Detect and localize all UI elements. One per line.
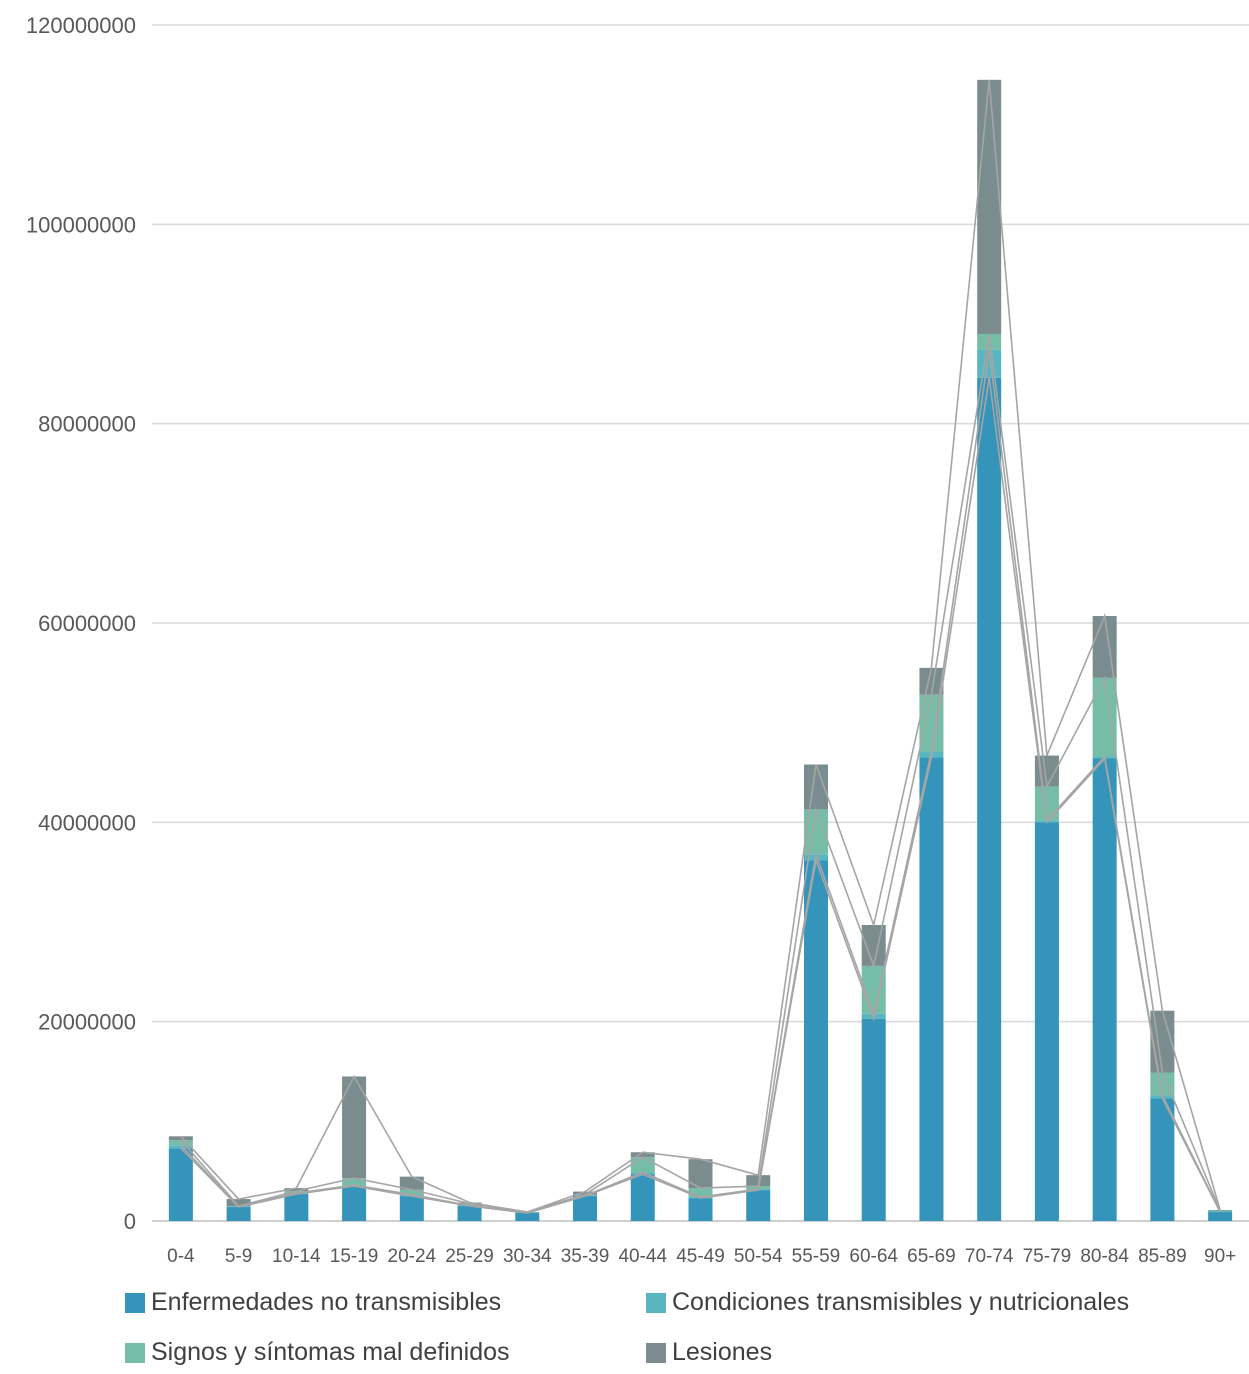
y-tick-label: 0 [124,1209,136,1234]
y-axis: 0 20000000 40000000 60000000 80000000 1000000… [26,13,136,1234]
legend-swatch [125,1342,145,1363]
bars [168,79,1233,1221]
y-tick-label: 100000000 [26,212,136,237]
x-tick-label: 90+ [1204,1246,1236,1267]
bar-segment [168,1145,193,1149]
x-tick-label: 0-4 [167,1246,195,1267]
x-axis: 0-4 5-9 10-14 15-19 20-24 25-29 30-34 35-39 40-4… [167,1246,1236,1267]
x-tick-label: 10-14 [272,1246,321,1267]
legend: Enfermedades no transmisibles Condicione… [0,1280,1249,1374]
bar-segment [168,1148,193,1221]
bar-segment [919,757,944,1221]
bar-segment [226,1199,251,1207]
bar-segment [630,1172,655,1175]
bar-segment [284,1188,309,1192]
bar-segment [515,1213,540,1221]
x-tick-label: 50-54 [734,1246,783,1267]
bar-segment [630,1152,655,1158]
bar-segment [1150,1072,1175,1096]
bar-segment [573,1191,598,1195]
bar-segment [399,1196,424,1221]
bar-segment [688,1198,713,1221]
y-tick-label: 40000000 [38,810,136,835]
bar-segment [168,1136,193,1141]
legend-item: Enfermedades no transmisibles [125,1288,501,1317]
bar-segment [688,1188,713,1198]
bar-segment [746,1190,771,1221]
x-tick-label: 40-44 [618,1246,667,1267]
bar-segment [1092,677,1117,757]
series-line [180,377,1221,1214]
bar-segment [977,377,1002,1221]
x-tick-label: 15-19 [330,1246,379,1267]
bar-segment [457,1203,482,1206]
stacked-bar-chart: 0 20000000 40000000 60000000 80000000 1000000… [26,13,1249,1267]
bar-segment [342,1186,367,1221]
bar-segment [284,1191,309,1194]
y-tick-label: 80000000 [38,412,136,437]
bar-segment [1034,822,1059,1221]
bar-segment [977,79,1002,334]
x-tick-label: 55-59 [792,1246,841,1267]
x-tick-label: 75-79 [1023,1246,1072,1267]
x-tick-label: 30-34 [503,1246,552,1267]
bar-segment [630,1174,655,1221]
bar-segment [226,1207,251,1221]
bar-segment [457,1206,482,1221]
series-line [180,79,1221,1213]
legend-label: Enfermedades no transmisibles [151,1288,502,1316]
legend-swatch [125,1292,145,1313]
bar-segment [399,1189,424,1195]
legend-label: Condiciones transmisibles y nutricionale… [672,1288,1130,1316]
bar-segment [168,1140,193,1146]
bar-segment [803,860,828,1221]
x-tick-label: 70-74 [965,1246,1014,1267]
bar-segment [630,1157,655,1173]
series-line [180,333,1221,1213]
series-line [180,349,1221,1214]
bar-segment [1150,1098,1175,1221]
bar-segment [977,333,1002,350]
bar-segment [342,1178,367,1186]
legend-swatch [646,1342,666,1363]
gridlines [152,24,1249,1222]
legend-label: Signos y síntomas mal definidos [151,1338,510,1366]
series-lines [180,79,1221,1214]
legend-swatch [646,1292,666,1313]
legend-item: Lesiones [646,1338,772,1367]
bar-segment [1092,758,1117,1221]
x-tick-label: 85-89 [1138,1246,1187,1267]
x-tick-label: 25-29 [445,1246,494,1267]
bar-segment [573,1196,598,1221]
bar-segment [861,1018,886,1221]
bar-segment [1208,1212,1233,1221]
legend-item: Signos y síntomas mal definidos [125,1338,510,1367]
x-tick-label: 20-24 [388,1246,437,1267]
x-tick-label: 35-39 [561,1246,610,1267]
x-tick-label: 5-9 [225,1246,252,1267]
x-tick-label: 45-49 [676,1246,725,1267]
x-tick-label: 65-69 [907,1246,956,1267]
legend-label: Lesiones [672,1338,773,1366]
bar-segment [284,1194,309,1221]
y-tick-label: 120000000 [26,13,136,38]
y-tick-label: 60000000 [38,611,136,636]
x-tick-label: 80-84 [1080,1246,1129,1267]
y-tick-label: 20000000 [38,1010,136,1035]
legend-item: Condiciones transmisibles y nutricionale… [646,1288,1129,1317]
x-tick-label: 60-64 [849,1246,898,1267]
